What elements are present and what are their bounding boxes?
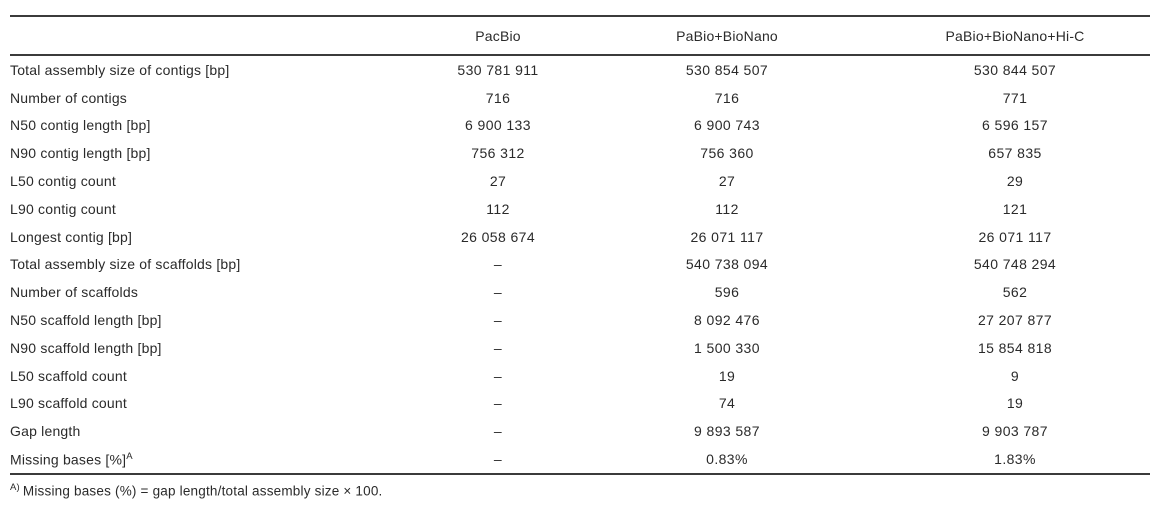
cell-value: 657 835	[988, 145, 1042, 162]
row-label: N90 scaffold length [bp]	[10, 339, 162, 356]
row-label: L50 scaffold count	[10, 367, 127, 384]
table-row: Total assembly size of contigs [bp] 530 …	[10, 55, 1150, 84]
cell-value: 74	[718, 395, 736, 412]
cell-value: –	[493, 339, 503, 356]
cell-value: 19	[1006, 395, 1024, 412]
cell-value: 6 900 133	[465, 117, 531, 134]
row-label: Number of contigs	[10, 89, 128, 106]
cell-value: 29	[1006, 173, 1024, 190]
cell-value: 27	[718, 173, 736, 190]
cell-value: 771	[1002, 89, 1028, 106]
cell-value: 15 854 818	[977, 339, 1053, 356]
table-row: N90 scaffold length [bp] – 1 500 330 15 …	[10, 334, 1150, 362]
row-label: N50 contig length [bp]	[10, 117, 151, 134]
cell-value: 562	[1002, 284, 1028, 301]
table-row: Gap length – 9 893 587 9 903 787	[10, 417, 1150, 445]
cell-value: 121	[1002, 200, 1028, 217]
row-label: Number of scaffolds	[10, 284, 139, 301]
footnote-marker-ref: A	[126, 450, 133, 462]
cell-value: 540 738 094	[685, 256, 769, 273]
cell-value: 19	[718, 367, 736, 384]
assembly-statistics-table-wrap: PacBio PaBio+BioNano PaBio+BioNano+Hi-C …	[10, 15, 1150, 475]
table-row: N50 scaffold length [bp] – 8 092 476 27 …	[10, 306, 1150, 334]
cell-value: 6 596 157	[982, 117, 1048, 134]
row-label: L90 scaffold count	[10, 395, 127, 412]
table-row: Total assembly size of scaffolds [bp] – …	[10, 251, 1150, 279]
cell-value: 530 854 507	[685, 61, 769, 78]
cell-value: 540 748 294	[973, 256, 1057, 273]
table-row: N50 contig length [bp] 6 900 133 6 900 7…	[10, 112, 1150, 140]
row-label: N90 contig length [bp]	[10, 145, 151, 162]
cell-value: 112	[486, 200, 510, 217]
cell-value: 9 893 587	[694, 423, 760, 440]
table-row: Number of contigs 716 716 771	[10, 84, 1150, 112]
cell-value: –	[493, 367, 503, 384]
cell-value: 716	[485, 89, 511, 106]
cell-value: –	[493, 423, 503, 440]
row-label: N50 scaffold length [bp]	[10, 312, 162, 329]
table-row: Missing bases [%]A – 0.83% 1.83%	[10, 445, 1150, 474]
table-row: Number of scaffolds – 596 562	[10, 278, 1150, 306]
table-row: Longest contig [bp] 26 058 674 26 071 11…	[10, 223, 1150, 251]
cell-value: 26 071 117	[690, 228, 764, 245]
cell-value: 716	[714, 89, 740, 106]
row-label: Missing bases [%]A	[10, 445, 422, 474]
header-row: PacBio PaBio+BioNano PaBio+BioNano+Hi-C	[10, 16, 1150, 56]
cell-value: 9	[1010, 367, 1020, 384]
cell-value: 9 903 787	[982, 423, 1048, 440]
footnote-text: Missing bases (%) = gap length/total ass…	[22, 483, 383, 499]
table-row: N90 contig length [bp] 756 312 756 360 6…	[10, 139, 1150, 167]
cell-value: 0.83%	[706, 451, 748, 468]
row-label: Longest contig [bp]	[10, 228, 133, 245]
cell-value: 756 360	[700, 145, 754, 162]
cell-value: 26 058 674	[460, 228, 536, 245]
cell-value: –	[493, 395, 503, 412]
cell-value: 530 844 507	[973, 61, 1057, 78]
cell-value: 27	[489, 173, 507, 190]
table-row: L90 contig count 112 112 121	[10, 195, 1150, 223]
cell-value: –	[493, 284, 503, 301]
column-header-empty	[10, 16, 422, 56]
cell-value: 6 900 743	[694, 117, 760, 134]
cell-value: –	[493, 312, 503, 329]
row-label: Gap length	[10, 423, 81, 440]
row-label-text: Missing bases [%]	[10, 451, 127, 468]
cell-value: –	[493, 256, 503, 273]
row-label: L50 contig count	[10, 173, 116, 190]
table-row: L90 scaffold count – 74 19	[10, 390, 1150, 418]
cell-value: –	[493, 451, 503, 468]
table-row: L50 contig count 27 27 29	[10, 167, 1150, 195]
cell-value: 1 500 330	[694, 339, 760, 356]
row-label: L90 contig count	[10, 200, 116, 217]
row-label: Total assembly size of contigs [bp]	[10, 61, 230, 78]
cell-value: 112	[715, 200, 739, 217]
cell-value: 8 092 476	[694, 312, 760, 329]
assembly-statistics-table: PacBio PaBio+BioNano PaBio+BioNano+Hi-C …	[10, 15, 1150, 475]
footnote-marker: A)	[10, 482, 20, 493]
row-label: Total assembly size of scaffolds [bp]	[10, 256, 241, 273]
cell-value: 26 071 117	[978, 228, 1052, 245]
cell-value: 1.83%	[994, 451, 1036, 468]
cell-value: 530 781 911	[457, 61, 539, 78]
cell-value: 27 207 877	[977, 312, 1053, 329]
column-header-pacbio: PacBio	[422, 16, 574, 56]
cell-value: 596	[714, 284, 740, 301]
cell-value: 756 312	[471, 145, 525, 162]
column-header-pabio-bionano: PaBio+BioNano	[574, 16, 880, 56]
footnote: A) Missing bases (%) = gap length/total a…	[10, 482, 383, 499]
table-row: L50 scaffold count – 19 9	[10, 362, 1150, 390]
column-header-pabio-bionano-hic: PaBio+BioNano+Hi-C	[880, 16, 1150, 56]
